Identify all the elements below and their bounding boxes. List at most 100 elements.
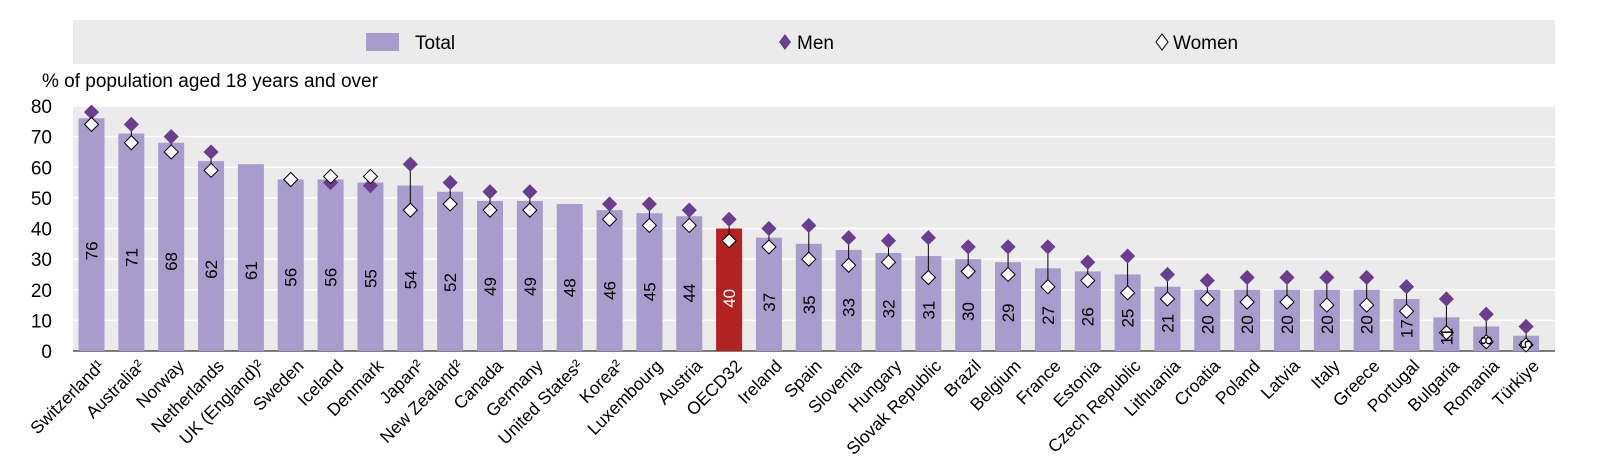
y-tick-label: 40 — [31, 220, 52, 241]
value-label: 54 — [401, 270, 420, 289]
women-marker — [721, 233, 737, 249]
men-marker — [1359, 269, 1375, 286]
value-label: 62 — [202, 260, 221, 279]
y-axis-label: % of population aged 18 years and over — [42, 71, 379, 92]
value-label: 71 — [122, 248, 141, 267]
legend-women-marker — [1155, 33, 1169, 51]
value-labels: 76 71 68 62 61 56 56 55 54 52 49 49 48 46 45 44 40 37 35 33… — [83, 241, 1537, 349]
y-tick-label: 10 — [31, 311, 52, 332]
women-marker — [482, 202, 498, 218]
y-tick-label: 70 — [31, 128, 52, 149]
bar — [357, 182, 384, 351]
value-label: 31 — [919, 301, 938, 320]
legend: Total Men Women — [73, 20, 1555, 64]
men-marker — [1080, 254, 1096, 270]
y-tick-label: 80 — [31, 97, 52, 118]
men-marker — [1040, 239, 1056, 255]
value-label: 44 — [680, 284, 699, 303]
men-marker — [1319, 269, 1335, 286]
women-marker — [1080, 272, 1096, 289]
category-label: Latvia — [1257, 356, 1304, 403]
men-marker — [203, 144, 219, 160]
women-marker — [601, 211, 618, 228]
women-marker — [83, 116, 100, 133]
y-tick-label: 60 — [31, 158, 52, 179]
women-marker — [1438, 324, 1455, 341]
men-marker — [442, 174, 458, 191]
men-marker — [163, 129, 179, 145]
men-marker — [920, 230, 936, 246]
women-marker — [1478, 334, 1494, 350]
bar — [556, 204, 583, 351]
value-label: 20 — [1278, 315, 1297, 334]
category-label: Poland — [1211, 356, 1264, 409]
men-marker — [1279, 269, 1295, 286]
women-marker — [1398, 303, 1415, 319]
legend-background — [73, 20, 1555, 64]
men-marker — [1518, 318, 1534, 335]
men-marker — [641, 196, 657, 212]
men-marker — [1239, 269, 1255, 286]
value-label: 45 — [640, 282, 659, 301]
men-marker — [1199, 272, 1215, 289]
bar — [198, 161, 225, 351]
women-marker — [1358, 297, 1375, 313]
bar — [237, 164, 264, 351]
bar — [676, 216, 703, 351]
value-label: 32 — [880, 299, 899, 318]
men-marker — [681, 202, 697, 218]
bar — [636, 213, 663, 351]
legend-total-swatch — [366, 33, 399, 51]
y-tick-label: 0 — [41, 342, 52, 363]
women-marker — [761, 239, 777, 255]
men-marker — [761, 220, 777, 237]
value-label: 11 — [1437, 328, 1456, 346]
women-marker — [522, 202, 538, 218]
value-label: 56 — [322, 268, 341, 287]
value-label: 49 — [481, 277, 500, 296]
value-label: 20 — [1358, 315, 1377, 334]
bar — [516, 200, 543, 351]
men-marker — [880, 233, 897, 249]
women-marker — [1159, 291, 1176, 307]
women-marker — [920, 269, 937, 286]
value-label: 20 — [1238, 315, 1257, 334]
value-label: 40 — [720, 289, 739, 308]
women-marker — [1239, 294, 1255, 310]
women-marker — [362, 168, 379, 185]
women-marker — [123, 135, 140, 151]
value-label: 48 — [561, 278, 580, 297]
women-marker — [1119, 285, 1136, 301]
y-tick-label: 20 — [31, 281, 52, 302]
men-marker — [1159, 266, 1176, 283]
bar — [437, 191, 464, 351]
value-label: 5 — [1517, 340, 1536, 349]
category-label: Croatia — [1170, 356, 1224, 410]
women-marker — [1518, 337, 1534, 353]
men-marker — [362, 178, 379, 194]
women-marker — [681, 217, 697, 234]
value-label: 20 — [1198, 315, 1217, 334]
value-label: 76 — [83, 241, 102, 260]
value-label: 37 — [760, 293, 779, 312]
men-marker — [841, 230, 857, 246]
value-label: 52 — [441, 273, 460, 292]
value-label: 30 — [959, 302, 978, 321]
men-marker — [801, 217, 817, 234]
bar — [317, 179, 344, 351]
value-label: 49 — [521, 277, 540, 296]
value-label: 55 — [361, 269, 380, 288]
women-marker — [203, 162, 219, 179]
men-marker — [960, 239, 976, 255]
bar — [158, 142, 185, 351]
women-marker — [163, 144, 179, 160]
category-labels: Switzerland¹Australia²NorwayNetherlandsU… — [26, 356, 1543, 459]
bar — [118, 133, 145, 351]
women-marker — [1000, 266, 1016, 283]
bar — [596, 210, 623, 351]
women-marker — [402, 202, 419, 218]
bar — [277, 179, 304, 351]
value-label: 20 — [1318, 315, 1337, 334]
legend-men-label: Men — [797, 33, 834, 54]
